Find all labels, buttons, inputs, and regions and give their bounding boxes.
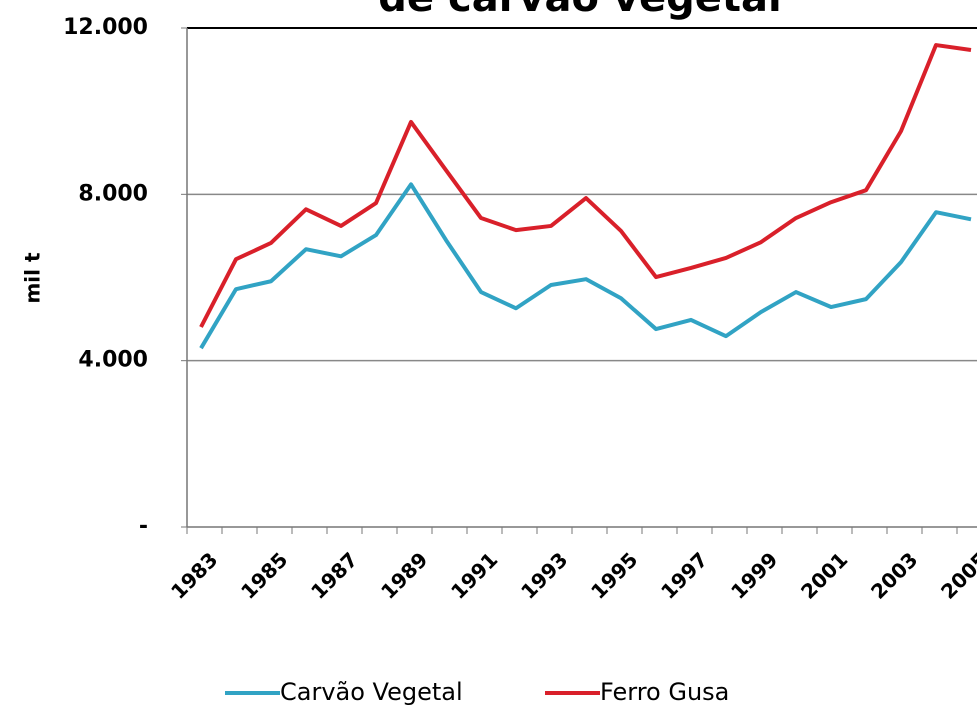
x-tick-label: 1991	[446, 547, 502, 603]
series-line	[199, 43, 972, 328]
x-tick-label: 1995	[586, 547, 642, 603]
x-tick-label: 1985	[236, 547, 292, 603]
legend-label: Ferro Gusa	[600, 678, 729, 706]
x-tick-label: 1989	[376, 547, 432, 603]
y-tick-label: 12.000	[63, 15, 148, 40]
x-tick-label: 2001	[796, 547, 852, 603]
y-tick-label: 8.000	[78, 181, 148, 206]
y-axis-label: mil t	[21, 252, 45, 304]
x-tick-label: 1999	[726, 547, 782, 603]
series-line	[199, 182, 972, 350]
x-tick-label: 1993	[516, 547, 572, 603]
y-tick-label: 4.000	[78, 348, 148, 373]
chart-title: de carvão vegetal	[378, 0, 781, 21]
x-tick-label: 2005	[936, 547, 977, 603]
x-tick-label: 1997	[656, 547, 712, 603]
x-tick-label: 1987	[306, 547, 362, 603]
legend-label: Carvão Vegetal	[280, 678, 463, 706]
x-tick-label: 2003	[866, 547, 922, 603]
x-tick-label: 1983	[166, 547, 222, 603]
y-tick-label: -	[139, 514, 148, 539]
